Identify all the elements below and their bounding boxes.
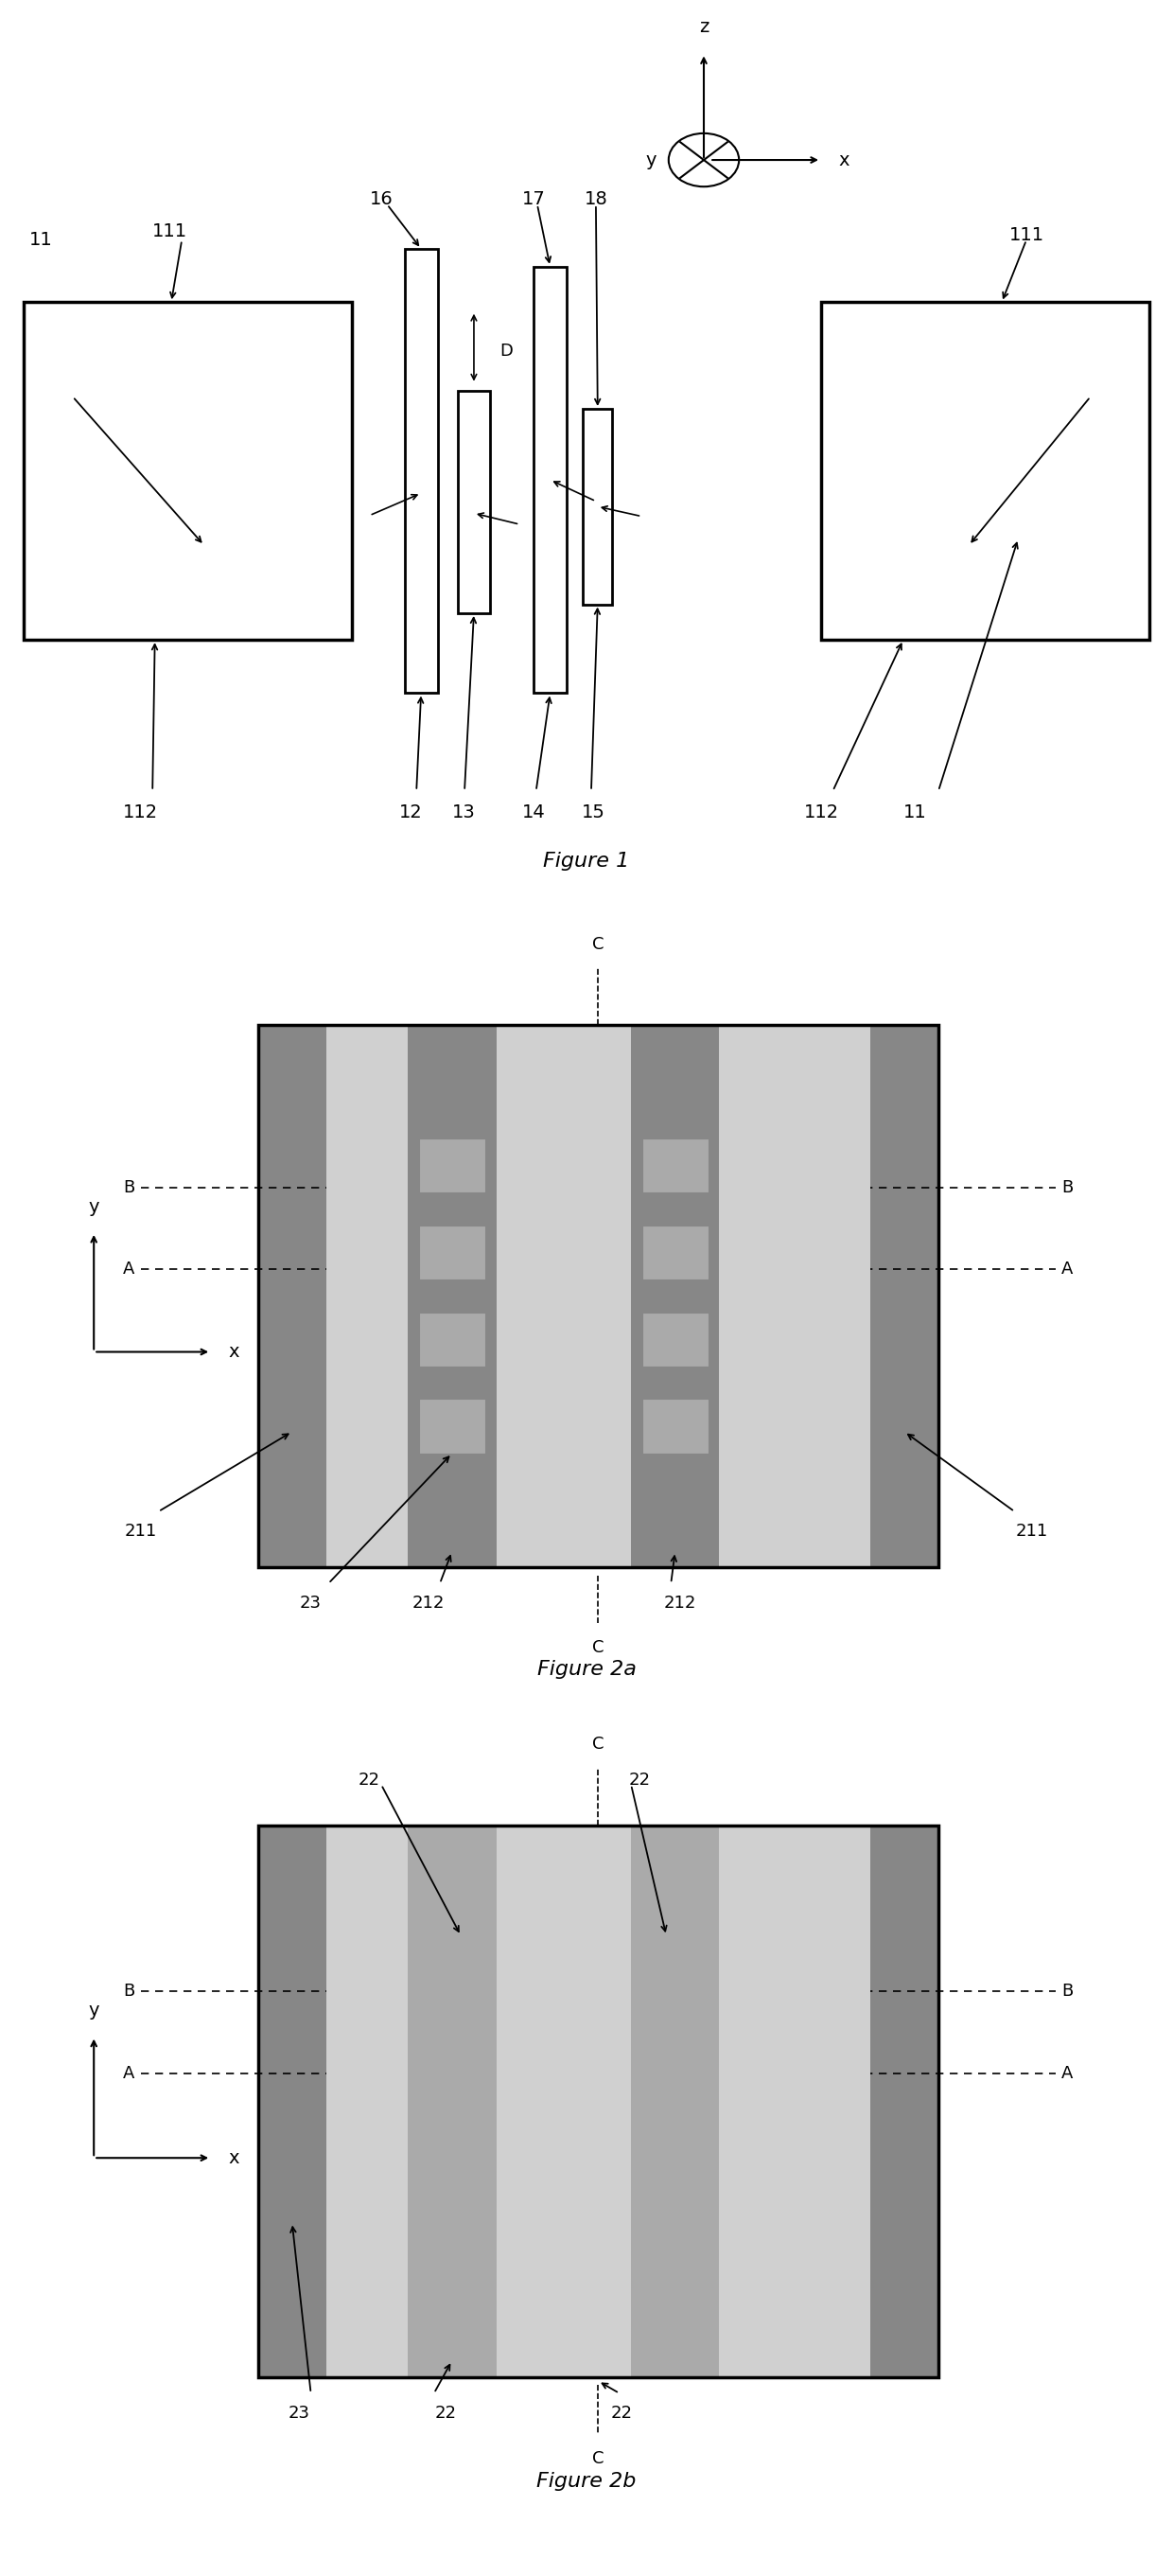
Text: D: D (500, 343, 513, 361)
Text: C: C (592, 2450, 604, 2468)
Text: 22: 22 (629, 1772, 650, 1788)
Bar (258, 1025, 938, 1566)
Text: C: C (592, 1638, 604, 1656)
Text: Figure 2a: Figure 2a (537, 1662, 636, 1680)
Text: Figure 2b: Figure 2b (537, 2473, 636, 2491)
Text: A: A (123, 1260, 135, 1278)
Text: 211: 211 (124, 1522, 157, 1540)
Bar (258, 1025, 938, 1566)
Text: z: z (699, 18, 708, 36)
Text: 112: 112 (804, 804, 839, 822)
Text: C: C (592, 1736, 604, 1752)
Text: 11: 11 (29, 232, 53, 250)
Text: A: A (1062, 1260, 1073, 1278)
Bar (408, 1826, 496, 2378)
Bar (534, 268, 567, 693)
Text: x: x (229, 2148, 239, 2166)
Bar (408, 1025, 496, 1566)
Text: 22: 22 (435, 2403, 456, 2421)
Bar (583, 410, 612, 605)
Bar (821, 301, 1150, 639)
Text: 211: 211 (1016, 1522, 1049, 1540)
Text: 18: 18 (584, 191, 608, 209)
Bar (419, 1399, 486, 1453)
Text: y: y (646, 152, 657, 170)
Text: A: A (1062, 2066, 1073, 2081)
Text: 111: 111 (1009, 227, 1044, 245)
Text: 16: 16 (369, 191, 393, 209)
Text: 212: 212 (664, 1595, 697, 1610)
Bar (457, 392, 490, 613)
Text: y: y (88, 1198, 100, 1216)
Bar (642, 1226, 708, 1280)
Text: 23: 23 (300, 1595, 321, 1610)
Bar (258, 1826, 938, 2378)
Text: 22: 22 (359, 1772, 380, 1788)
Bar (326, 1826, 870, 2378)
Bar (631, 1025, 719, 1566)
Text: x: x (839, 152, 849, 170)
Text: A: A (123, 2066, 135, 2081)
Bar (419, 1139, 486, 1193)
Text: 22: 22 (611, 2403, 632, 2421)
Text: B: B (1062, 1984, 1073, 1999)
Text: C: C (592, 935, 604, 953)
Bar (642, 1311, 708, 1368)
Bar (258, 1826, 938, 2378)
Bar (642, 1139, 708, 1193)
Bar (419, 1311, 486, 1368)
Text: y: y (88, 2002, 100, 2020)
Bar (642, 1399, 708, 1453)
Text: B: B (123, 1984, 135, 1999)
Bar (23, 301, 352, 639)
Text: 14: 14 (522, 804, 545, 822)
Text: 11: 11 (903, 804, 927, 822)
Text: 112: 112 (123, 804, 158, 822)
Text: 15: 15 (582, 804, 605, 822)
Text: B: B (1062, 1180, 1073, 1195)
Text: 111: 111 (152, 222, 188, 240)
Bar (326, 1025, 870, 1566)
Bar (419, 1226, 486, 1280)
Text: Figure 1: Figure 1 (543, 853, 630, 871)
Bar (405, 250, 438, 693)
Text: 23: 23 (289, 2403, 310, 2421)
Text: 17: 17 (522, 191, 545, 209)
Text: 13: 13 (452, 804, 475, 822)
Text: B: B (123, 1180, 135, 1195)
Text: 212: 212 (412, 1595, 445, 1610)
Text: x: x (229, 1342, 239, 1360)
Text: 12: 12 (399, 804, 422, 822)
Bar (631, 1826, 719, 2378)
